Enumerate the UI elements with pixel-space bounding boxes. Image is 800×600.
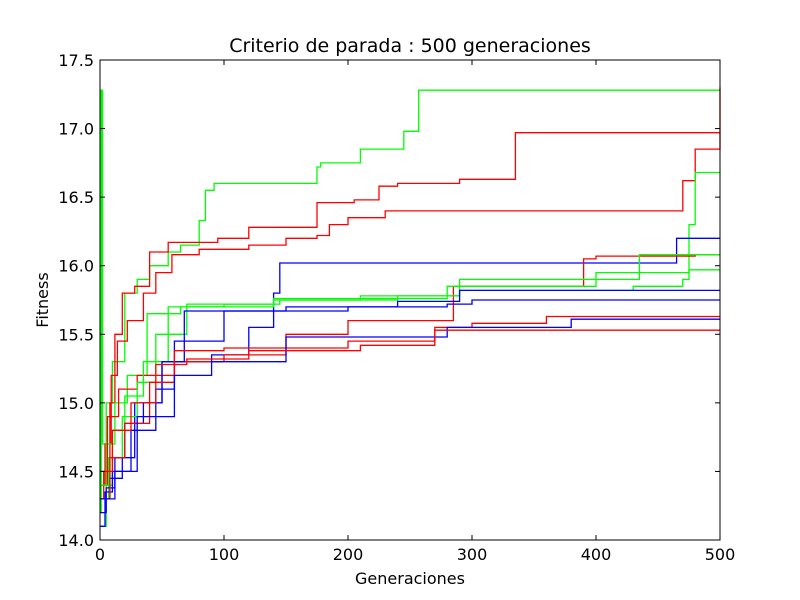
y-tick-label: 15.0 — [58, 394, 94, 413]
y-axis-label: Fitness — [33, 272, 52, 327]
x-tick-label: 300 — [457, 545, 488, 564]
y-tick-label: 16.0 — [58, 257, 94, 276]
x-axis-label: Generaciones — [355, 569, 465, 588]
series-line-2 — [100, 132, 720, 500]
series-line-7 — [100, 254, 720, 486]
y-tick-label: 15.5 — [58, 325, 94, 344]
x-tick-label: 0 — [95, 545, 105, 564]
series-line-13 — [100, 329, 720, 473]
y-tick-label: 17.5 — [58, 51, 94, 70]
x-tick-label: 400 — [581, 545, 612, 564]
series-line-8 — [100, 269, 720, 500]
plot-frame — [99, 59, 721, 541]
y-tick-label: 16.5 — [58, 188, 94, 207]
series-line-11 — [100, 315, 720, 500]
series-line-3 — [100, 87, 721, 486]
x-tick-label: 100 — [209, 545, 240, 564]
series-line-1 — [100, 89, 720, 514]
y-tick-label: 14.0 — [58, 531, 94, 550]
y-tick-label: 14.5 — [58, 462, 94, 481]
x-tick-label: 200 — [333, 545, 364, 564]
x-tick-label: 500 — [705, 545, 736, 564]
series-line-12 — [100, 318, 720, 500]
y-tick-label: 17.0 — [58, 120, 94, 139]
series-layer — [100, 87, 721, 527]
series-line-4 — [100, 171, 720, 527]
chart-title: Criterio de parada : 500 generaciones — [229, 35, 591, 57]
ticks-layer: 0 100 200 300 400 500 14.0 14.5 15.0 15.5 16.0 16.5… — [58, 51, 735, 564]
